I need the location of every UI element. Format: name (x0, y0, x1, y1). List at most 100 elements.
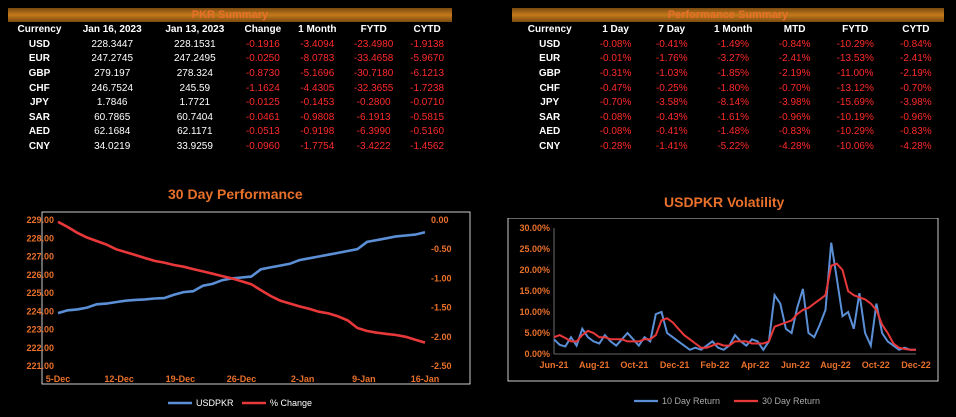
table-row: USD -0.08% -0.41% -1.49% -0.84% -10.29% -0.84% (512, 37, 944, 52)
y-right-tick-label: -2.50 (431, 361, 452, 371)
value-cell: -1.7238 (410, 82, 445, 94)
table-row: SAR -0.08% -0.43% -1.61% -0.96% -10.19% -0.96% (512, 110, 944, 125)
column-header: 1 Month (298, 24, 337, 35)
table-row: SAR 60.7865 60.7404 -0.0461 -0.9808 -6.1913 -0… (8, 110, 452, 125)
value-cell: -0.41% (655, 126, 688, 138)
value-cell: -1.9138 (410, 38, 445, 50)
value-cell: -10.29% (836, 126, 874, 138)
value-cell: -5.9670 (410, 53, 445, 65)
currency-cell: GBP (28, 67, 51, 79)
value-cell: 228.1531 (173, 38, 216, 50)
plot-area-border (41, 211, 471, 385)
value-cell: -3.27% (717, 53, 750, 65)
value-cell: -6.1213 (410, 67, 445, 79)
x-tick-label: Dec-21 (660, 360, 690, 370)
value-cell: -11.00% (836, 67, 874, 79)
column-header: FYTD (360, 24, 387, 35)
y-right-tick-label: -1.00 (431, 273, 452, 283)
value-cell: -0.08% (599, 111, 632, 123)
value-cell: 33.9259 (176, 140, 213, 152)
column-header: CYTD (413, 24, 441, 35)
value-cell: -3.98% (900, 97, 932, 109)
value-cell: -0.47% (599, 82, 632, 94)
value-cell: -0.8730 (245, 67, 280, 79)
pkr-summary-panel: PKR Summary Currency Jan 16, 2023 Jan 13, … (8, 8, 452, 154)
currency-cell: USD (539, 38, 561, 50)
value-cell: 1.7721 (179, 97, 211, 109)
column-header: MTD (783, 24, 806, 35)
y-right-tick-label: 0.00 (431, 215, 449, 225)
pkr-summary-title: PKR Summary (8, 8, 452, 22)
y-tick-label: 15.00% (519, 286, 550, 296)
table-row: GBP -0.31% -1.03% -1.85% -2.19% -11.00% -2.19% (512, 66, 944, 81)
table-header-row: Currency 1 Day 7 Day 1 Month MTD FYTD CYTD (512, 22, 944, 37)
column-header: Jan 13, 2023 (165, 24, 225, 35)
value-cell: 34.0219 (94, 140, 131, 152)
value-cell: 60.7404 (176, 111, 213, 123)
currency-cell: CNY (539, 140, 561, 152)
currency-cell: JPY (29, 97, 49, 109)
y-right-tick-label: -1.50 (431, 303, 452, 313)
legend-label: USDPKR (196, 398, 234, 408)
value-cell: -4.28% (900, 140, 932, 152)
table-row: AED -0.08% -0.41% -1.48% -0.83% -10.29% -0.83% (512, 125, 944, 140)
y-left-tick-label: 224.00 (26, 306, 54, 316)
table-row: CHF 246.7524 245.59 -1.1624 -4.4305 -32.3655 -… (8, 81, 452, 96)
value-cell: -0.0513 (245, 126, 280, 138)
value-cell: 247.2495 (173, 53, 216, 65)
column-header: CYTD (902, 24, 930, 35)
value-cell: -2.41% (778, 53, 811, 65)
y-right-tick-label: -2.00 (431, 332, 452, 342)
currency-cell: JPY (540, 97, 560, 109)
y-tick-label: 20.00% (519, 265, 550, 275)
currency-cell: SAR (539, 111, 561, 123)
y-tick-label: 25.00% (519, 244, 550, 254)
table-row: CHF -0.47% -0.25% -1.80% -0.70% -13.12% -0.70% (512, 81, 944, 96)
value-cell: -0.2800 (356, 97, 391, 109)
currency-cell: GBP (538, 67, 561, 79)
column-header: FYTD (842, 24, 869, 35)
value-cell: -13.53% (836, 53, 874, 65)
y-left-tick-label: 221.00 (26, 361, 54, 371)
value-cell: -8.0783 (300, 53, 335, 65)
chart-title-30-day-performance: 30 Day Performance (168, 186, 303, 202)
x-tick-label: 9-Jan (352, 374, 376, 384)
value-cell: -3.4222 (356, 140, 391, 152)
table-row: EUR 247.2745 247.2495 -0.0250 -8.0783 -33.465… (8, 52, 452, 67)
value-cell: -1.48% (717, 126, 750, 138)
value-cell: -0.08% (599, 38, 632, 50)
column-header: Jan 16, 2023 (82, 24, 142, 35)
value-cell: -4.4305 (300, 82, 335, 94)
y-tick-label: 5.00% (524, 328, 550, 338)
value-cell: -0.9198 (300, 126, 335, 138)
column-header: Currency (527, 24, 572, 35)
chart-30-day-performance: 229.00 228.00 227.00 226.00 225.00 224.00 223.… (26, 211, 471, 408)
table-row: GBP 279.197 278.324 -0.8730 -5.1696 -30.7180 -… (8, 66, 452, 81)
currency-cell: AED (539, 126, 561, 138)
column-header: 7 Day (658, 24, 686, 35)
y-tick-label: 10.00% (519, 307, 550, 317)
y-left-tick-label: 229.00 (26, 215, 54, 225)
x-tick-label: Feb-22 (700, 360, 729, 370)
column-header: Currency (17, 24, 62, 35)
value-cell: -0.70% (778, 82, 811, 94)
legend-label: % Change (270, 398, 312, 408)
value-cell: 1.7846 (96, 97, 128, 109)
table-row: EUR -0.01% -1.76% -3.27% -2.41% -13.53% -2.41% (512, 52, 944, 67)
value-cell: 62.1684 (94, 126, 131, 138)
value-cell: -0.31% (599, 67, 632, 79)
currency-cell: CHF (539, 82, 560, 94)
value-cell: -0.5815 (410, 111, 445, 123)
value-cell: -1.80% (717, 82, 750, 94)
table-row: USD 228.3447 228.1531 -0.1916 -3.4094 -23.498… (8, 37, 452, 52)
value-cell: -1.4562 (410, 140, 445, 152)
value-cell: -0.0960 (245, 140, 280, 152)
value-cell: 279.197 (94, 67, 131, 79)
value-cell: -0.84% (900, 38, 932, 50)
currency-cell: AED (28, 126, 50, 138)
x-tick-label: 26-Dec (227, 374, 257, 384)
value-cell: -0.83% (900, 126, 932, 138)
currency-cell: CNY (28, 140, 50, 152)
value-cell: 246.7524 (91, 82, 134, 94)
value-cell: 228.3447 (91, 38, 134, 50)
